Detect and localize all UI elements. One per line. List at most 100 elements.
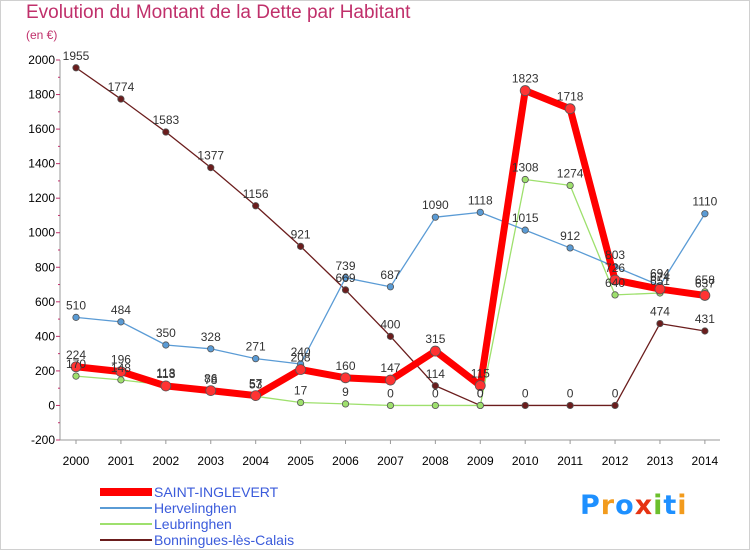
data-label: 637	[695, 276, 715, 290]
legend-swatch	[100, 523, 152, 525]
logo-letter: o	[615, 490, 635, 521]
data-point	[72, 64, 80, 72]
data-label: 315	[425, 332, 445, 346]
data-point	[207, 164, 215, 172]
data-label: 0	[477, 386, 484, 400]
y-tick-label: 2000	[28, 53, 55, 67]
data-label: 271	[246, 340, 266, 354]
data-label: 1377	[197, 149, 224, 163]
data-label: 694	[650, 267, 670, 281]
data-label: 739	[336, 259, 356, 273]
data-label: 651	[650, 274, 670, 288]
data-point	[250, 390, 262, 402]
x-tick-label: 2012	[602, 454, 629, 468]
data-point	[296, 242, 305, 250]
data-point	[207, 345, 215, 353]
y-tick-label: -200	[31, 433, 55, 447]
data-point	[160, 380, 172, 392]
data-point	[296, 398, 305, 407]
data-label: 224	[66, 348, 86, 362]
data-label: 1718	[557, 90, 584, 104]
data-label: 1583	[152, 113, 179, 127]
data-point	[701, 210, 709, 218]
legend-swatch	[100, 488, 152, 496]
chart-title: Evolution du Montant de la Dette par Hab…	[26, 2, 411, 23]
data-point	[386, 332, 395, 340]
data-point	[429, 345, 441, 357]
x-tick-label: 2005	[287, 454, 314, 468]
y-tick-label: 1200	[28, 191, 55, 205]
data-point	[252, 202, 260, 210]
data-label: 1823	[512, 72, 539, 86]
data-point	[564, 103, 576, 115]
y-tick-label: 1000	[28, 226, 55, 240]
data-point	[341, 286, 350, 294]
legend-label: SAINT-INGLEVERT	[154, 484, 279, 500]
data-label: 0	[612, 386, 619, 400]
data-label: 658	[695, 273, 715, 287]
legend-label: Bonningues-lès-Calais	[154, 532, 295, 548]
data-label: 118	[156, 366, 175, 380]
data-label: 57	[249, 377, 263, 391]
data-label: 53	[249, 377, 263, 391]
data-label: 1118	[468, 193, 493, 207]
data-label: 726	[605, 261, 625, 275]
legend-swatch	[100, 539, 152, 541]
data-label: 474	[650, 305, 670, 319]
data-label: 484	[111, 303, 131, 317]
data-point	[295, 364, 307, 375]
data-label: 1308	[512, 161, 539, 175]
data-point	[340, 372, 351, 384]
data-point	[117, 376, 125, 384]
data-point	[521, 401, 529, 410]
y-tick-label: 1400	[28, 157, 55, 171]
x-tick-label: 2004	[242, 454, 269, 468]
x-tick-label: 2000	[63, 454, 90, 468]
data-label: 78	[204, 373, 218, 387]
data-label: 674	[650, 270, 670, 284]
data-point	[476, 208, 484, 216]
data-point	[70, 361, 82, 373]
data-label: 328	[201, 330, 221, 344]
data-point	[566, 244, 574, 252]
logo-letter: i	[677, 490, 688, 521]
logo-letter: t	[663, 490, 678, 521]
data-label: 0	[567, 386, 574, 400]
data-label: 921	[291, 227, 311, 241]
data-point	[431, 382, 439, 390]
data-label: 0	[522, 386, 529, 400]
data-point	[115, 366, 127, 378]
data-label: 1156	[243, 187, 269, 201]
data-point	[162, 128, 170, 136]
x-tick-label: 2006	[332, 454, 359, 468]
data-label: 510	[66, 298, 86, 312]
data-point	[654, 283, 666, 295]
data-label: 1955	[63, 49, 90, 63]
x-tick-label: 2009	[467, 454, 494, 468]
y-tick-label: 200	[35, 364, 55, 378]
data-point	[385, 374, 396, 386]
data-point	[386, 283, 395, 291]
data-point	[699, 290, 711, 301]
x-tick-label: 2003	[197, 454, 224, 468]
data-point	[72, 313, 80, 321]
data-point	[521, 175, 529, 184]
data-point	[386, 401, 395, 410]
logo-letter: i	[653, 490, 664, 521]
data-point	[117, 95, 125, 103]
data-label: 431	[695, 312, 715, 326]
line-chart: -200020040060080010001200140016001800200…	[28, 49, 720, 468]
data-point	[431, 213, 439, 221]
data-label: 148	[111, 361, 131, 375]
logo-letter: P	[580, 490, 601, 521]
data-point	[117, 318, 125, 326]
x-tick-label: 2013	[647, 454, 674, 468]
data-label: 17	[294, 384, 308, 398]
data-label: 350	[156, 326, 176, 340]
x-tick-label: 2008	[422, 454, 449, 468]
x-tick-label: 2007	[377, 454, 404, 468]
data-point	[72, 372, 80, 380]
y-tick-label: 0	[48, 398, 55, 412]
data-label: 640	[605, 276, 625, 290]
data-label: 1274	[557, 166, 584, 180]
